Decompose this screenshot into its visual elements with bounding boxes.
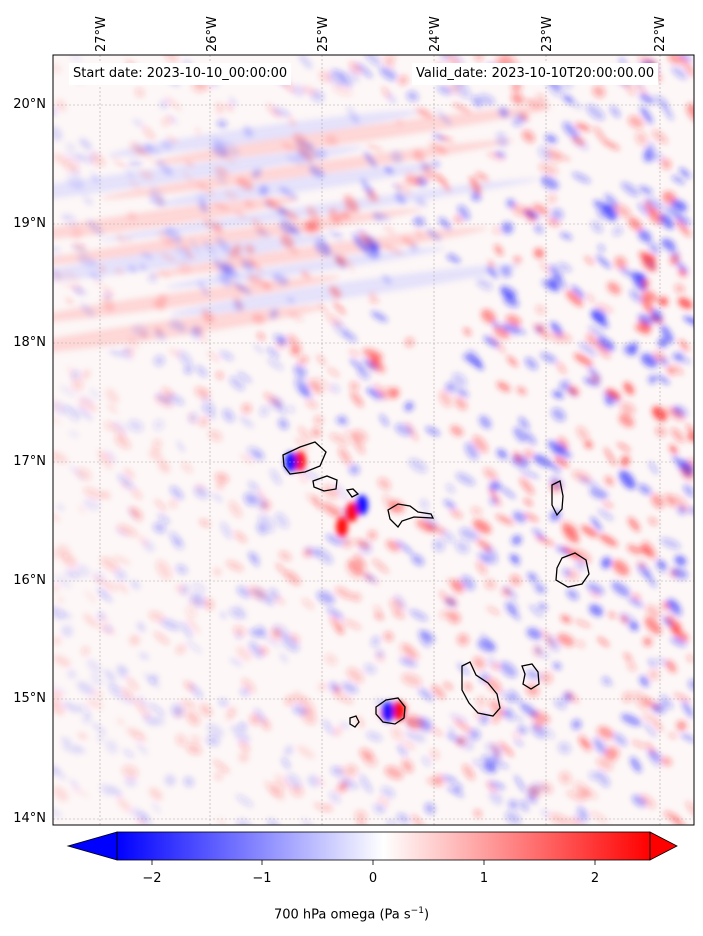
colorbar-tick-label: −2 [142,871,162,886]
lat-label-17n: 17°N [13,454,46,469]
lon-label-22w: 22°W [653,16,668,52]
colorbar-label: 700 hPa omega (Pa s−1) [0,906,703,922]
island-sao-vicente [312,475,338,492]
colorbar-extend-min [66,831,118,861]
colorbar-tick-label: 1 [479,871,489,886]
lat-label-19n: 19°N [13,216,46,231]
colorbar [66,831,678,865]
island-sal [551,480,564,517]
island-santo-antao [282,441,327,475]
lat-label-18n: 18°N [13,335,46,350]
lat-label-20n: 20°N [13,97,46,112]
start-date: Start date: 2023-10-10_00:00:00 [69,63,292,85]
colorbar-tick-label: −1 [252,871,272,886]
island-santa-luzia [345,488,360,498]
lon-label-25w: 25°W [316,16,331,52]
valid-date: Valid_date: 2023-10-10T20:00:00.00 [412,63,659,85]
omega-field [53,55,694,825]
lat-label-15n: 15°N [13,691,46,706]
colorbar-label-unit-exponent: −1 [410,906,424,916]
lon-label-24w: 24°W [428,16,443,52]
lon-label-23w: 23°W [540,16,555,52]
lon-label-27w: 27°W [94,16,109,52]
map-frame [52,54,695,826]
island-maio [521,663,540,690]
colorbar-tick-label: 0 [368,871,378,886]
colorbar-extend-max [649,831,678,861]
island-santiago [461,661,501,717]
coastlines [282,441,590,728]
island-sao-nicolau [387,503,435,529]
lat-label-16n: 16°N [13,573,46,588]
lon-label-26w: 26°W [205,16,220,52]
colorbar-label-close: ) [423,907,430,923]
lat-label-14n: 14°N [13,811,46,826]
colorbar-label-text: 700 hPa omega (Pa s [273,907,411,923]
island-fogo [375,697,406,725]
island-boa-vista [555,552,590,588]
graticule [53,55,694,825]
colorbar-tick-label: 2 [590,871,600,886]
island-brava [349,715,360,728]
